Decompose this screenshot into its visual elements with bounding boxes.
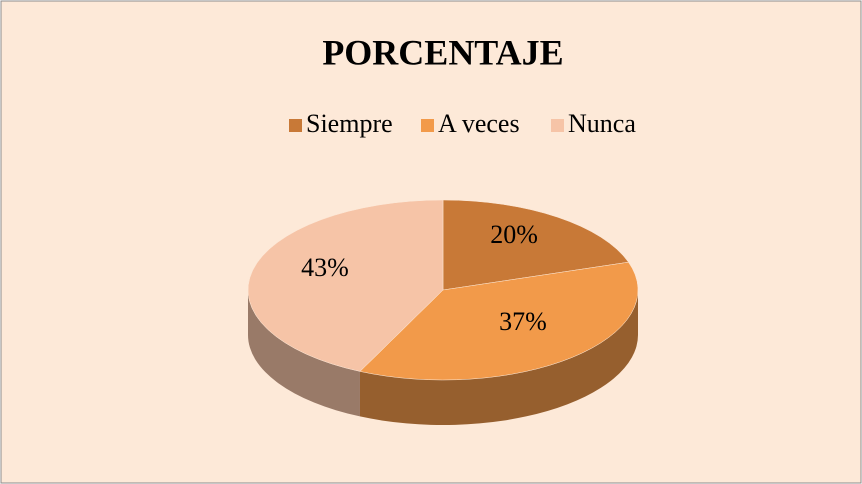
legend-swatch: [421, 119, 434, 132]
legend-swatch: [551, 119, 564, 132]
legend-label: Siempre: [306, 109, 393, 138]
pie-slice: [247, 199, 444, 372]
legend-swatch: [289, 119, 302, 132]
data-label: 37%: [499, 307, 547, 336]
data-label: 43%: [301, 253, 349, 282]
pie-slice: [442, 199, 629, 291]
legend-label: Nunca: [568, 109, 636, 138]
pie-side: [359, 290, 638, 425]
pie-slice: [359, 261, 639, 381]
chart-title: PORCENTAJE: [322, 32, 563, 72]
data-label: 20%: [490, 220, 538, 249]
legend-label: A veces: [438, 109, 520, 138]
